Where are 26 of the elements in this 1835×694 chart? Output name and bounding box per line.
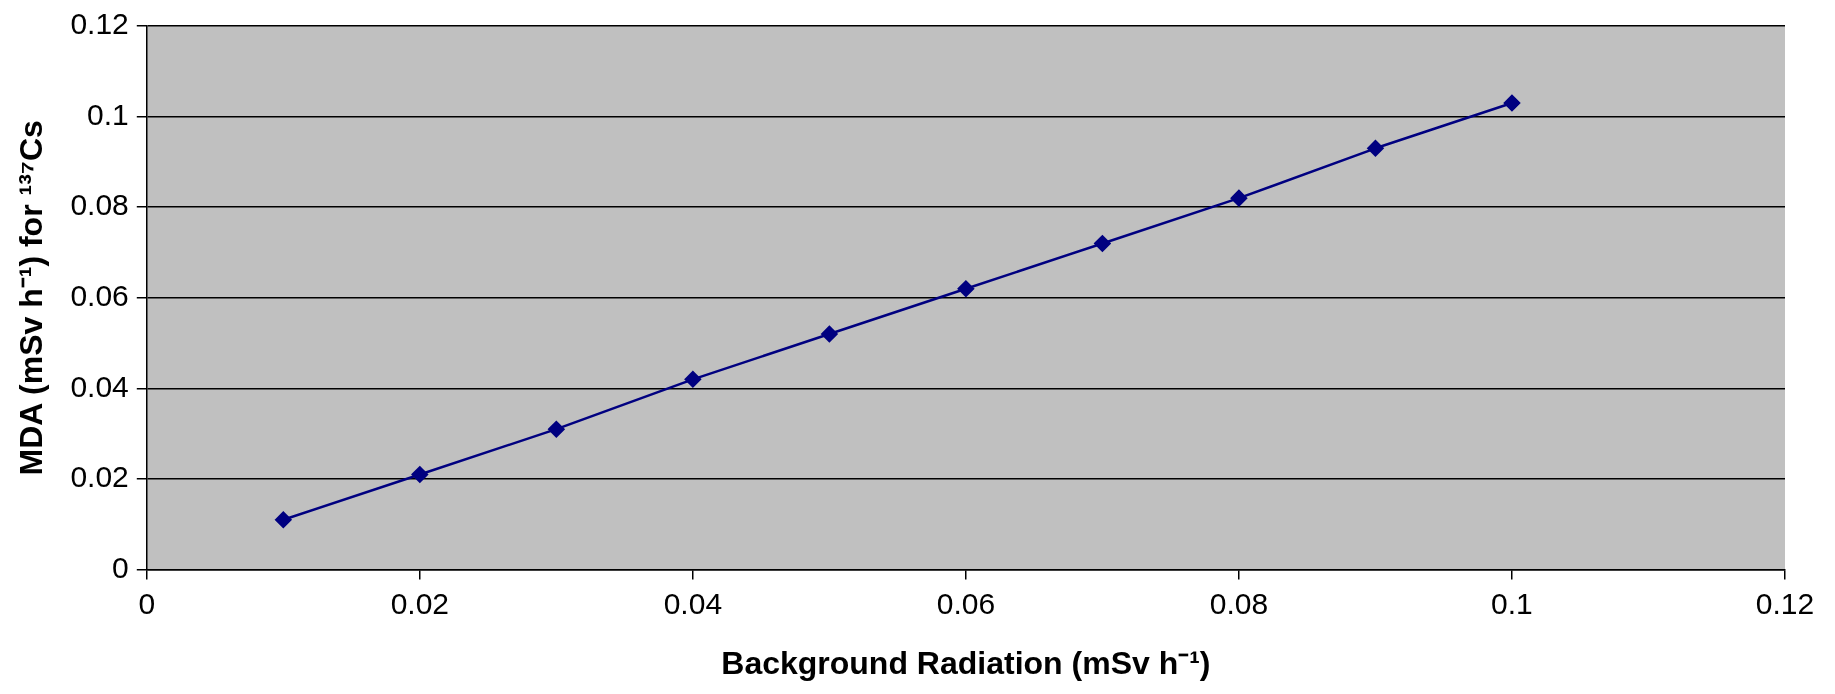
x-tick-label: 0 [138,586,156,620]
x-tick-label: 0.12 [1755,586,1815,620]
y-tick-label: 0.08 [70,188,129,222]
point [1367,140,1384,157]
y-tick-label: 0.1 [87,97,129,131]
x-tick-label: 0.02 [390,586,450,620]
point [411,466,429,483]
y-tick-label: 0.06 [70,279,129,313]
point [957,280,975,297]
x-tick-label: 0.1 [1491,586,1533,620]
point [1503,94,1521,112]
y-tick-label: 0.12 [70,7,129,41]
x-axis-title: Background Radiation (mSv h⁻¹) [721,644,1211,681]
y-tick-label: 0.02 [70,460,129,494]
point [1230,189,1248,207]
x-tick-label: 0.06 [936,586,996,620]
point [1094,235,1111,252]
point [821,325,838,343]
y-axis-title: MDA (mSv h⁻¹) for ¹³⁷Cs [13,120,50,476]
y-tick-label: 0 [112,550,129,584]
point [684,371,702,388]
point [548,420,565,438]
point [275,511,292,529]
y-tick-label: 0.04 [70,369,129,403]
x-tick-label: 0.08 [1209,586,1269,620]
x-tick-label: 0.04 [663,586,723,620]
